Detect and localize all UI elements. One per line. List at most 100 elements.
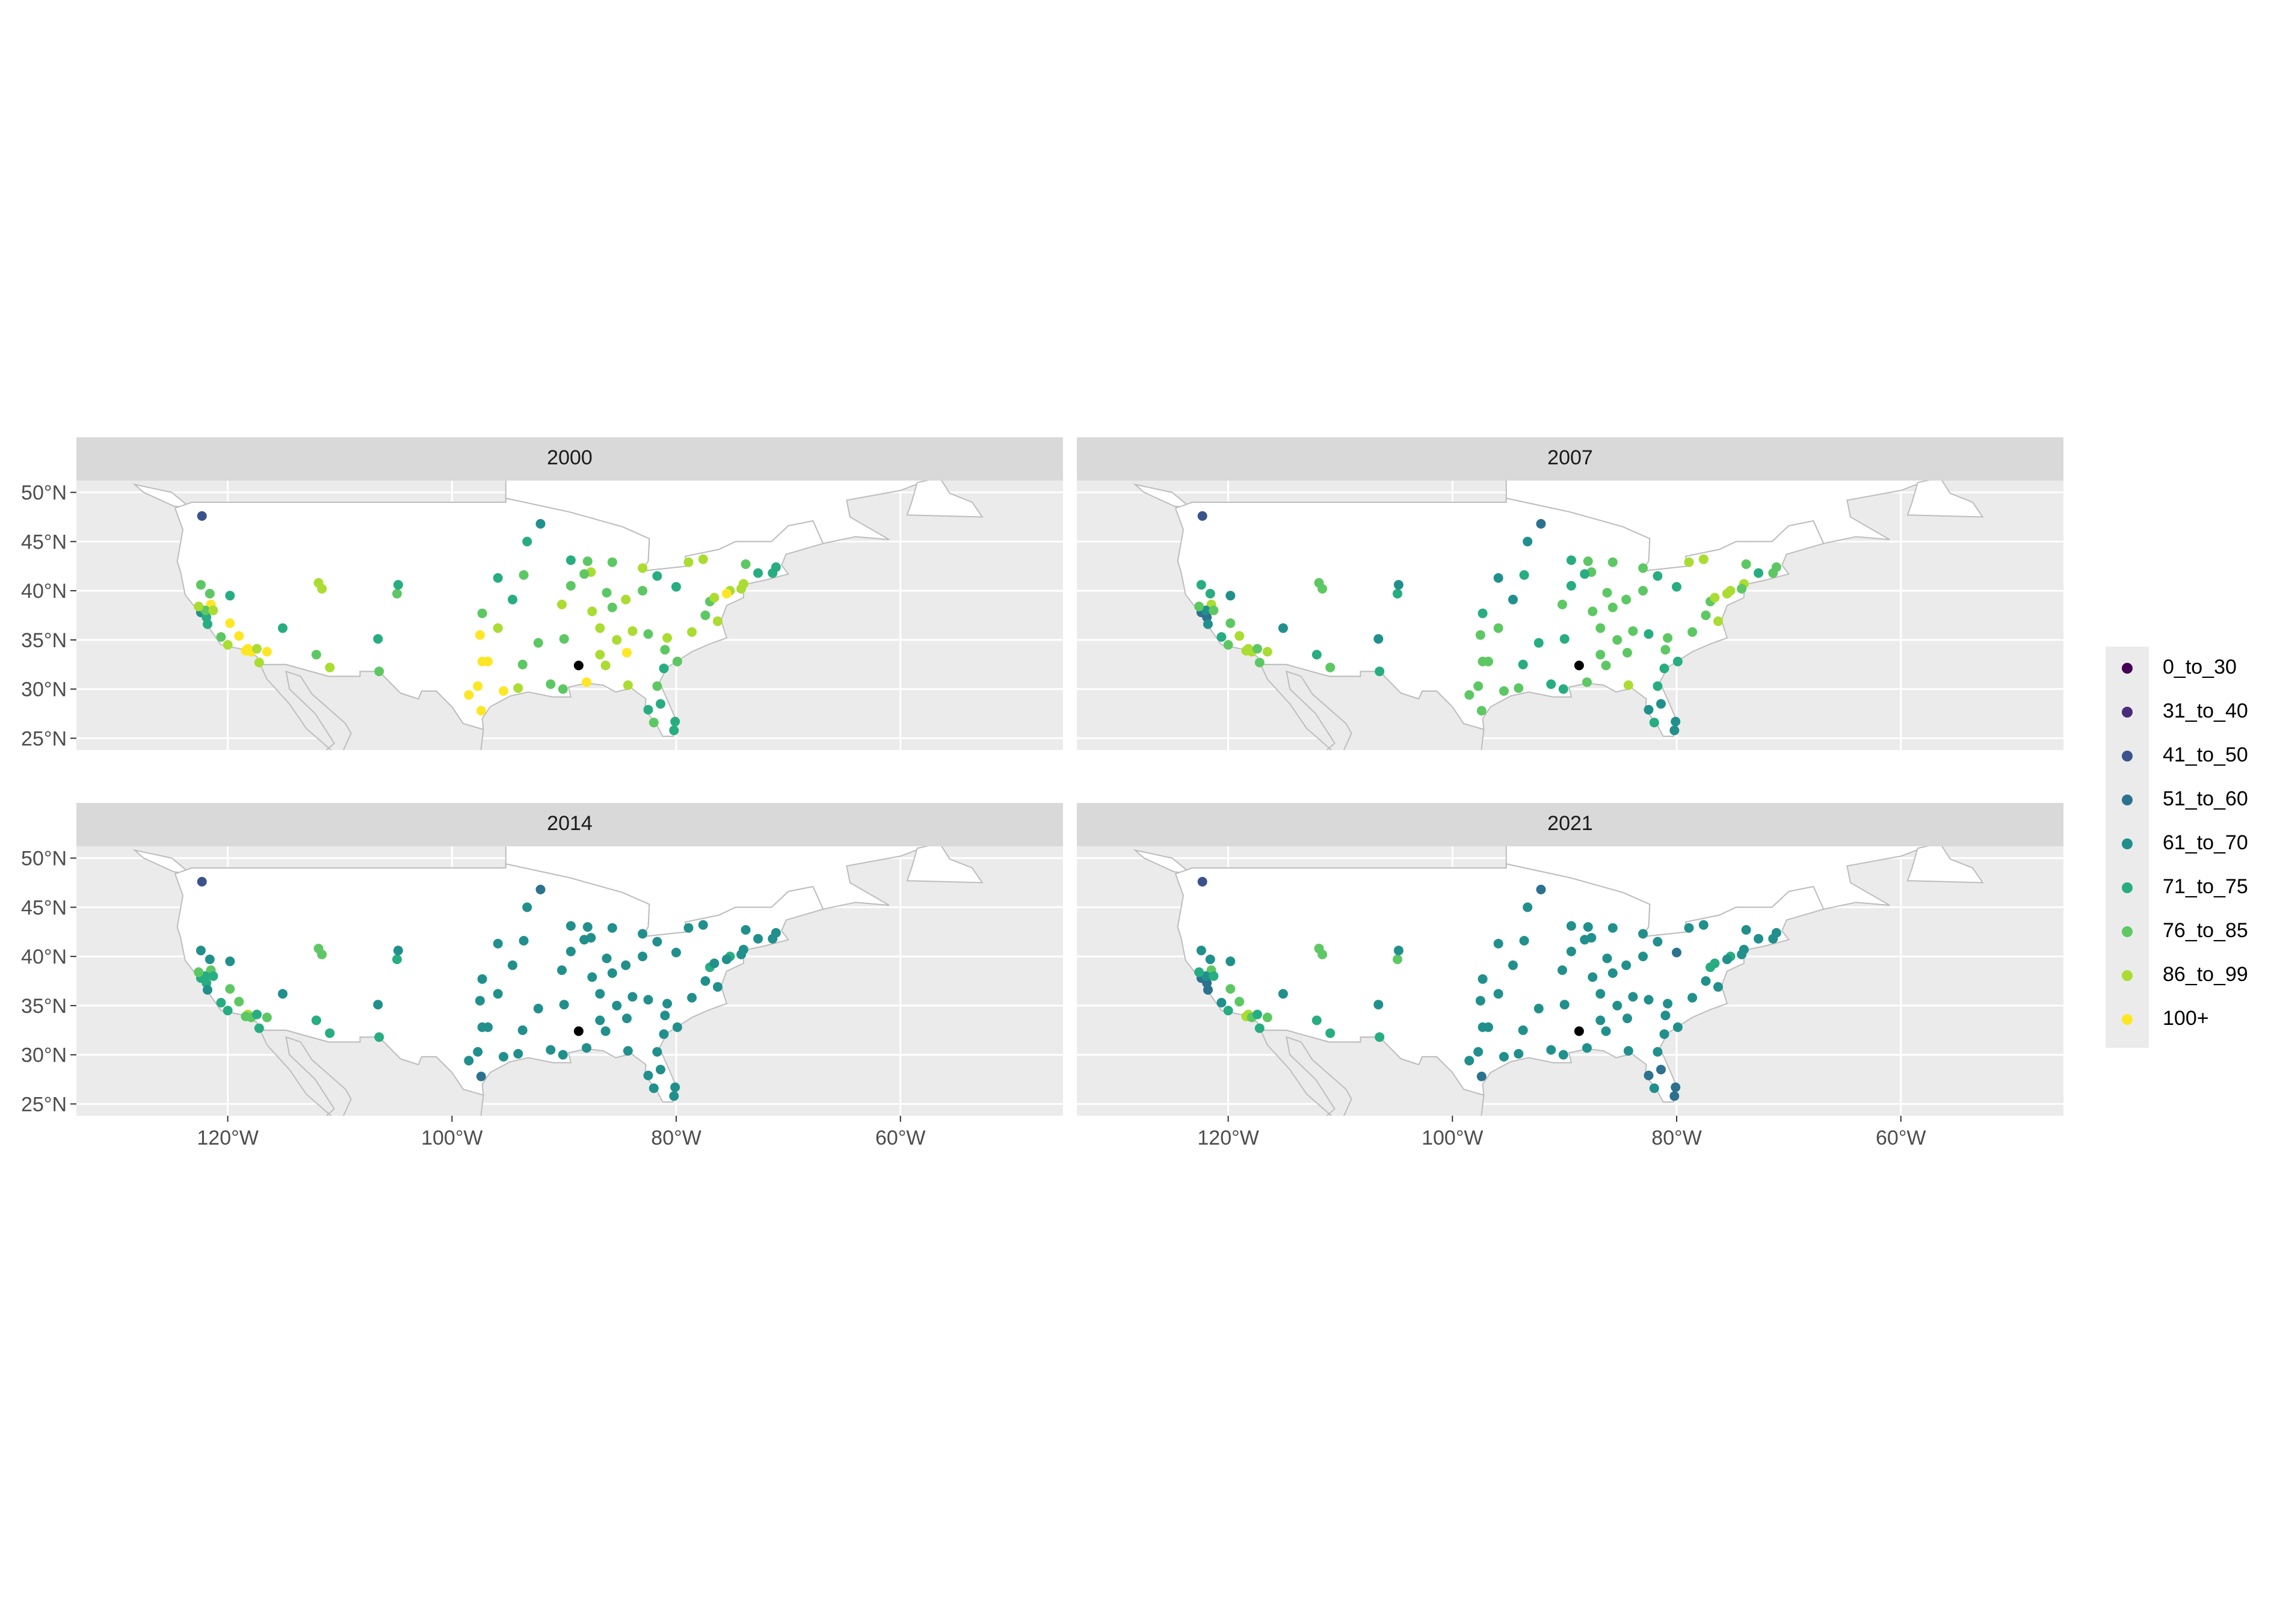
station-point (533, 1003, 543, 1013)
station-point (1710, 958, 1720, 968)
y-tick-label: 30°N (21, 678, 67, 701)
station-point (683, 557, 694, 567)
station-point (565, 921, 576, 931)
station-point (652, 937, 662, 947)
station-point (595, 623, 605, 633)
station-point (1672, 947, 1681, 958)
station-point (582, 1043, 591, 1053)
station-point (1203, 985, 1213, 995)
station-point (392, 589, 402, 598)
station-points (194, 511, 781, 736)
station-point (643, 995, 653, 1005)
station-point (194, 967, 204, 977)
station-point (1254, 657, 1265, 668)
station-point (1595, 623, 1606, 633)
station-point (1476, 1071, 1487, 1081)
station-point (1558, 965, 1567, 975)
legend-label: 86_to_99 (2163, 963, 2248, 986)
station-point (325, 662, 335, 672)
station-point (662, 998, 673, 1009)
station-point (1197, 511, 1207, 521)
station-point (225, 956, 235, 967)
station-point (1476, 706, 1487, 716)
station-point (1588, 606, 1598, 617)
station-point (623, 1046, 633, 1056)
station-point (1216, 632, 1227, 642)
station-point (1197, 876, 1207, 887)
station-point (700, 611, 710, 620)
station-point (1754, 933, 1764, 944)
axes: 25°N 30°N 35°N 40°N 45°N 50°N 25°N 30°N 35°N 40°N… (21, 482, 1926, 1149)
station-point (652, 681, 662, 691)
station-point (649, 718, 659, 728)
station-point (1223, 640, 1233, 650)
newfoundland-land (1906, 846, 1984, 884)
station-point (203, 619, 212, 629)
station-point (225, 591, 235, 601)
station-point (234, 997, 244, 1007)
station-point (768, 933, 778, 944)
station-point (621, 960, 631, 970)
facet-title: 2021 (1547, 812, 1593, 835)
station-point (1601, 1026, 1611, 1036)
station-point (660, 1010, 670, 1021)
station-point (1196, 580, 1206, 590)
station-point (1622, 648, 1632, 658)
facet-strip (1077, 437, 2063, 481)
station-point (1628, 992, 1638, 1002)
station-point (1582, 677, 1592, 687)
station-point (1621, 960, 1632, 970)
station-point (262, 1012, 272, 1023)
station-point (1223, 1006, 1233, 1016)
legend-key (2122, 882, 2133, 893)
station-point (1588, 972, 1598, 982)
station-point (1523, 902, 1533, 912)
station-point (1566, 580, 1576, 591)
facet-strip (76, 803, 1063, 846)
station-point (493, 938, 503, 949)
y-tick-label: 50°N (21, 482, 67, 505)
station-point (392, 955, 402, 964)
station-point (483, 656, 493, 666)
station-point (1234, 631, 1245, 641)
station-point (1493, 989, 1503, 999)
station-point (1325, 662, 1336, 672)
station-point (1628, 626, 1638, 636)
station-point (1698, 554, 1709, 564)
station-point (753, 568, 763, 578)
station-point (1216, 998, 1227, 1007)
station-point (473, 681, 483, 691)
y-tick-label: 30°N (21, 1044, 67, 1067)
station-point (508, 960, 517, 970)
station-point (1607, 923, 1618, 933)
station-point (652, 1047, 662, 1057)
station-points (1194, 511, 1781, 736)
legend-label: 51_to_60 (2163, 787, 2248, 810)
station-point (1473, 681, 1484, 691)
station-point (607, 923, 617, 933)
legend-label: 100+ (2163, 1007, 2209, 1030)
station-point (600, 1026, 611, 1036)
station-point (643, 629, 653, 639)
station-point (1558, 600, 1567, 609)
station-point (1698, 920, 1709, 930)
station-point (1558, 684, 1568, 694)
station-point (203, 985, 212, 995)
station-point (595, 989, 605, 999)
y-tick-label: 35°N (21, 995, 67, 1018)
facet-panel-2000: 2000 (76, 437, 1063, 750)
station-point (1607, 968, 1618, 978)
station-point (698, 920, 708, 930)
station-point (669, 725, 679, 736)
station-point (1566, 921, 1576, 931)
station-point (252, 644, 262, 654)
station-point (565, 555, 576, 565)
station-point (197, 876, 207, 887)
station-point (1602, 588, 1612, 598)
x-tick-label: 60°W (1876, 1127, 1926, 1149)
station-point (1601, 660, 1611, 671)
station-point (1644, 705, 1654, 715)
newfoundland-land (1906, 481, 1984, 518)
station-point (1325, 1028, 1336, 1038)
